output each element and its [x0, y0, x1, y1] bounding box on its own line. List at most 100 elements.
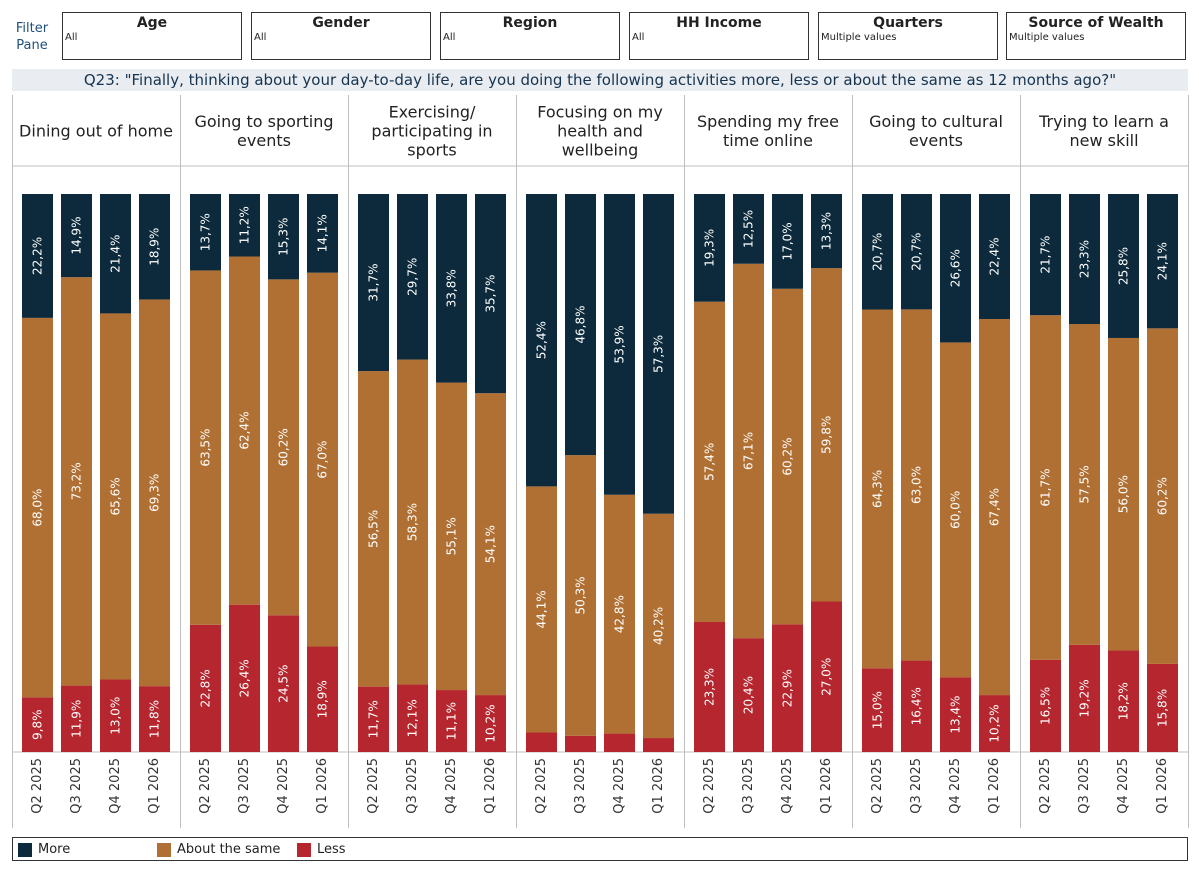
filter-region-value[interactable]: All [443, 32, 456, 43]
filter-gender[interactable]: Gender All [251, 12, 431, 60]
bar-same[interactable] [139, 299, 170, 687]
bar-same[interactable] [1069, 324, 1100, 645]
bar-more[interactable] [979, 194, 1010, 319]
bar-same[interactable] [694, 301, 725, 622]
bar-more[interactable] [565, 194, 596, 456]
legend-item-more[interactable]: More [18, 842, 70, 857]
bar-less[interactable] [1147, 663, 1178, 752]
bar-same[interactable] [940, 342, 971, 678]
bar-more[interactable] [940, 194, 971, 343]
bar-more[interactable] [190, 194, 221, 271]
bar-less[interactable] [1108, 650, 1139, 752]
bar-more[interactable] [475, 194, 506, 394]
bar-more[interactable] [397, 194, 428, 360]
bar-more[interactable] [862, 194, 893, 310]
bar-less[interactable] [862, 668, 893, 752]
bar-less[interactable] [526, 732, 557, 752]
bar-same[interactable] [565, 455, 596, 736]
bar-same[interactable] [862, 309, 893, 669]
bar-more[interactable] [1147, 194, 1178, 329]
bar-same[interactable] [1108, 337, 1139, 651]
bar-same[interactable] [979, 318, 1010, 696]
bar-same[interactable] [190, 270, 221, 625]
bar-less[interactable] [436, 690, 467, 752]
bar-less[interactable] [190, 624, 221, 752]
bar-less[interactable] [643, 738, 674, 752]
bar-same[interactable] [901, 309, 932, 661]
bar-more[interactable] [229, 194, 260, 257]
legend-item-less[interactable]: Less [297, 842, 346, 857]
bar-more[interactable] [733, 194, 764, 264]
bar-same[interactable] [100, 313, 131, 680]
bar-same[interactable] [397, 359, 428, 685]
bar-less[interactable] [61, 685, 92, 752]
bar-same[interactable] [643, 513, 674, 739]
bar-more[interactable] [1030, 194, 1061, 316]
bar-more[interactable] [1108, 194, 1139, 338]
bar-less[interactable] [475, 695, 506, 752]
bar-more[interactable] [643, 194, 674, 514]
filter-source-of-wealth[interactable]: Source of Wealth Multiple values [1006, 12, 1186, 60]
legend-item-about-the-same[interactable]: About the same [157, 842, 280, 857]
bar-more[interactable] [307, 194, 338, 273]
bar-less[interactable] [268, 615, 299, 752]
filter-quarters[interactable]: Quarters Multiple values [818, 12, 998, 60]
bar-more[interactable] [772, 194, 803, 289]
bar-less[interactable] [307, 646, 338, 752]
bar-more[interactable] [526, 194, 557, 487]
bar-same[interactable] [358, 371, 389, 687]
bar-more[interactable] [139, 194, 170, 300]
filter-hh-income-value[interactable]: All [632, 32, 645, 43]
filter-age[interactable]: Age All [62, 12, 242, 60]
data-label-less: 12,1% [406, 699, 420, 737]
bar-more[interactable] [61, 194, 92, 278]
bar-same[interactable] [475, 393, 506, 696]
bar-same[interactable] [604, 494, 635, 734]
bar-more[interactable] [268, 194, 299, 280]
bar-more[interactable] [1069, 194, 1100, 325]
bar-more[interactable] [100, 194, 131, 314]
bar-less[interactable] [901, 660, 932, 752]
bar-same[interactable] [307, 272, 338, 647]
bar-less[interactable] [733, 638, 764, 752]
bar-same[interactable] [61, 277, 92, 686]
filter-source-of-wealth-value[interactable]: Multiple values [1009, 32, 1085, 43]
filter-age-value[interactable]: All [65, 32, 78, 43]
filter-hh-income[interactable]: HH Income All [629, 12, 809, 60]
bar-less[interactable] [604, 733, 635, 752]
bar-same[interactable] [526, 486, 557, 733]
bar-same[interactable] [22, 317, 53, 698]
bar-same[interactable] [733, 263, 764, 639]
bar-same[interactable] [436, 382, 467, 691]
bar-less[interactable] [1030, 659, 1061, 752]
bar-less[interactable] [100, 679, 131, 752]
bar-less[interactable] [772, 624, 803, 752]
filter-quarters-value[interactable]: Multiple values [821, 32, 897, 43]
filter-gender-value[interactable]: All [254, 32, 267, 43]
bar-same[interactable] [268, 279, 299, 616]
bar-less[interactable] [1069, 644, 1100, 752]
bar-more[interactable] [694, 194, 725, 302]
bar-more[interactable] [22, 194, 53, 318]
bar-less[interactable] [358, 686, 389, 752]
bar-same[interactable] [229, 256, 260, 605]
bar-less[interactable] [979, 695, 1010, 752]
bar-more[interactable] [358, 194, 389, 372]
bar-same[interactable] [1030, 315, 1061, 660]
bar-less[interactable] [940, 677, 971, 752]
bar-more[interactable] [811, 194, 842, 269]
bar-less[interactable] [694, 621, 725, 752]
bar-more[interactable] [436, 194, 467, 383]
bar-less[interactable] [22, 697, 53, 752]
bar-same[interactable] [811, 268, 842, 602]
bar-less[interactable] [811, 601, 842, 752]
bar-less[interactable] [397, 684, 428, 752]
bar-less[interactable] [139, 686, 170, 752]
bar-same[interactable] [1147, 328, 1178, 664]
filter-region[interactable]: Region All [440, 12, 620, 60]
bar-more[interactable] [901, 194, 932, 310]
bar-less[interactable] [565, 735, 596, 752]
bar-less[interactable] [229, 604, 260, 752]
bar-same[interactable] [772, 288, 803, 625]
bar-more[interactable] [604, 194, 635, 495]
